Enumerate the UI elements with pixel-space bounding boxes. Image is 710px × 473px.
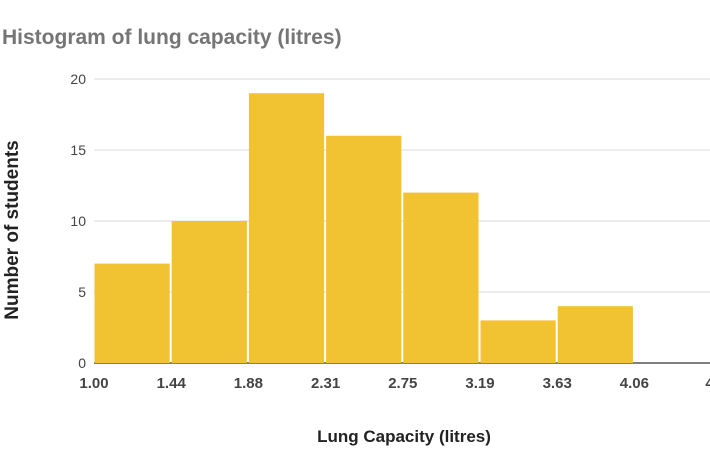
x-tick-label: 4.: [705, 375, 710, 392]
x-axis-label: Lung Capacity (litres): [317, 427, 491, 446]
histogram-bars: [94, 93, 633, 363]
x-tick-label: 2.75: [388, 375, 417, 392]
x-tick-label: 1.00: [79, 375, 108, 392]
y-tick-label: 10: [70, 213, 86, 229]
y-tick-labels: 0 5 10 15 20: [70, 71, 86, 371]
x-tick-label: 4.06: [620, 375, 649, 392]
x-tick-label: 3.19: [465, 375, 494, 392]
x-tick-labels: 1.00 1.44 1.88 2.31 2.75 3.19 3.63 4.06 4.: [79, 375, 710, 392]
y-tick-label: 5: [78, 284, 86, 300]
histogram-bar: [557, 306, 633, 363]
x-tick-label: 1.44: [157, 375, 187, 392]
y-tick-label: 15: [70, 142, 86, 158]
histogram-bar: [480, 320, 556, 363]
y-tick-label: 20: [70, 71, 86, 87]
x-tick-label: 1.88: [234, 375, 263, 392]
histogram-bar: [248, 93, 325, 363]
histogram-bar: [403, 192, 479, 363]
x-tick-label: 2.31: [311, 375, 340, 392]
histogram-bar: [94, 263, 170, 363]
chart-title: Histogram of lung capacity (litres): [2, 26, 342, 49]
x-tick-label: 3.63: [543, 375, 572, 392]
histogram-bar: [326, 135, 402, 363]
histogram-bar: [171, 221, 247, 363]
y-tick-label: 0: [78, 355, 86, 371]
